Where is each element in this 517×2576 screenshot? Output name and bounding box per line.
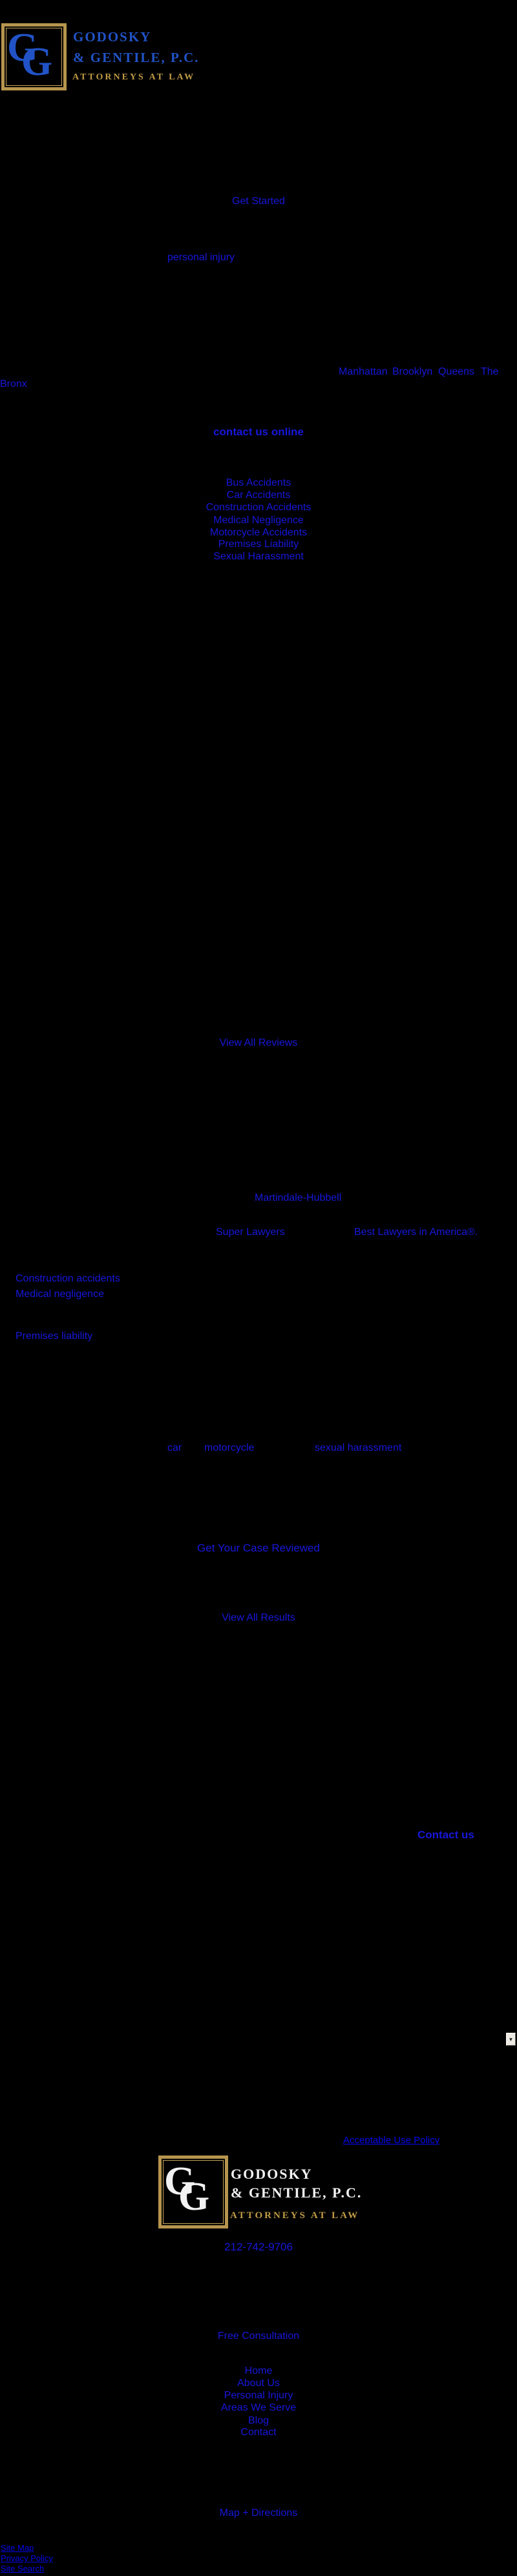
footer-firm-name-line2: & GENTILE, P.C.	[231, 2185, 363, 2201]
view-all-results-link[interactable]: View All Results	[222, 1612, 295, 1623]
practice-area-medical-negligence[interactable]: Medical Negligence	[213, 515, 304, 526]
acceptable-use-policy-link[interactable]: Acceptable Use Policy	[343, 2135, 440, 2146]
super-lawyers-link[interactable]: Super Lawyers	[216, 1227, 285, 1238]
motorcycle-case-link[interactable]: motorcycle	[204, 1442, 255, 1453]
footer-firm-logo[interactable]: G G GODOSKY & GENTILE, P.C. ATTORNEYS AT…	[158, 2155, 365, 2233]
link-queens[interactable]: Queens	[438, 366, 475, 377]
footer-nav-personal-injury[interactable]: Personal Injury	[224, 2390, 293, 2401]
firm-tagline: ATTORNEYS AT LAW	[72, 72, 196, 82]
map-directions-link[interactable]: Map + Directions	[219, 2508, 298, 2519]
footer-logo-monogram-frame: G G	[158, 2155, 228, 2228]
footer-firm-name-line1: GODOSKY	[231, 2166, 313, 2182]
footer-monogram-g1-icon: G	[164, 2159, 196, 2203]
contact-us-link[interactable]: Contact us	[417, 1829, 474, 1841]
result-construction-accidents-link[interactable]: Construction accidents	[16, 1273, 120, 1284]
monogram-g1-icon: G	[7, 26, 39, 70]
logo-frame-inner-line	[6, 28, 62, 86]
practice-area-motorcycle-accidents[interactable]: Motorcycle Accidents	[209, 527, 308, 538]
link-the-bronx-part1[interactable]: The	[481, 366, 499, 377]
link-brooklyn[interactable]: Brooklyn	[392, 366, 433, 377]
result-medical-negligence-link[interactable]: Medical negligence	[16, 1289, 104, 1300]
site-map-link[interactable]: Site Map	[1, 2543, 34, 2553]
footer-monogram-g2-icon: G	[178, 2175, 210, 2219]
monogram-g2-icon: G	[21, 40, 53, 84]
practice-area-bus-accidents[interactable]: Bus Accidents	[226, 477, 291, 488]
footer-nav-about-us[interactable]: About Us	[237, 2378, 280, 2389]
logo-monogram-frame: G G	[1, 23, 67, 90]
practice-area-construction-accidents[interactable]: Construction Accidents	[206, 502, 311, 513]
link-manhattan[interactable]: Manhattan	[339, 366, 388, 377]
footer-nav-areas-we-serve[interactable]: Areas We Serve	[220, 2402, 297, 2413]
practice-area-premises-liability[interactable]: Premises Liability	[218, 539, 299, 550]
footer-nav-blog[interactable]: Blog	[248, 2415, 269, 2426]
result-premises-liability-link[interactable]: Premises liability	[16, 1331, 93, 1342]
car-case-link[interactable]: car	[167, 1442, 182, 1453]
get-started-link[interactable]: Get Started	[232, 196, 285, 207]
view-all-reviews-link[interactable]: View All Reviews	[219, 1037, 298, 1048]
footer-firm-tagline: ATTORNEYS AT LAW	[230, 2210, 360, 2221]
firm-name-line2: & GENTILE, P.C.	[73, 50, 200, 65]
personal-injury-link[interactable]: personal injury	[167, 252, 235, 263]
free-consultation-link[interactable]: Free Consultation	[217, 2331, 300, 2342]
link-the-bronx-part2[interactable]: Bronx	[0, 379, 27, 390]
practice-area-sexual-harassment[interactable]: Sexual Harassment	[213, 551, 304, 562]
site-search-link[interactable]: Site Search	[1, 2564, 45, 2573]
best-lawyers-link[interactable]: Best Lawyers in America®.	[354, 1227, 478, 1238]
firm-name-line1: GODOSKY	[73, 29, 152, 45]
privacy-policy-link[interactable]: Privacy Policy	[1, 2553, 53, 2563]
phone-link[interactable]: 212-742-9706	[224, 2241, 293, 2253]
martindale-hubbell-link[interactable]: Martindale-Hubbell	[255, 1192, 342, 1203]
footer-nav-home[interactable]: Home	[244, 2365, 273, 2376]
footer-logo-frame-inner-line	[163, 2160, 224, 2224]
firm-logo[interactable]: G G GODOSKY & GENTILE, P.C. ATTORNEYS AT…	[0, 21, 213, 94]
get-case-reviewed-link[interactable]: Get Your Case Reviewed	[197, 1542, 320, 1554]
footer-nav-contact[interactable]: Contact	[240, 2427, 277, 2438]
dropdown-arrow-button[interactable]: ▼	[506, 2033, 516, 2046]
practice-area-car-accidents[interactable]: Car Accidents	[226, 490, 291, 501]
sexual-harassment-case-link[interactable]: sexual harassment	[315, 1442, 402, 1453]
contact-us-online-link[interactable]: contact us online	[213, 426, 304, 438]
